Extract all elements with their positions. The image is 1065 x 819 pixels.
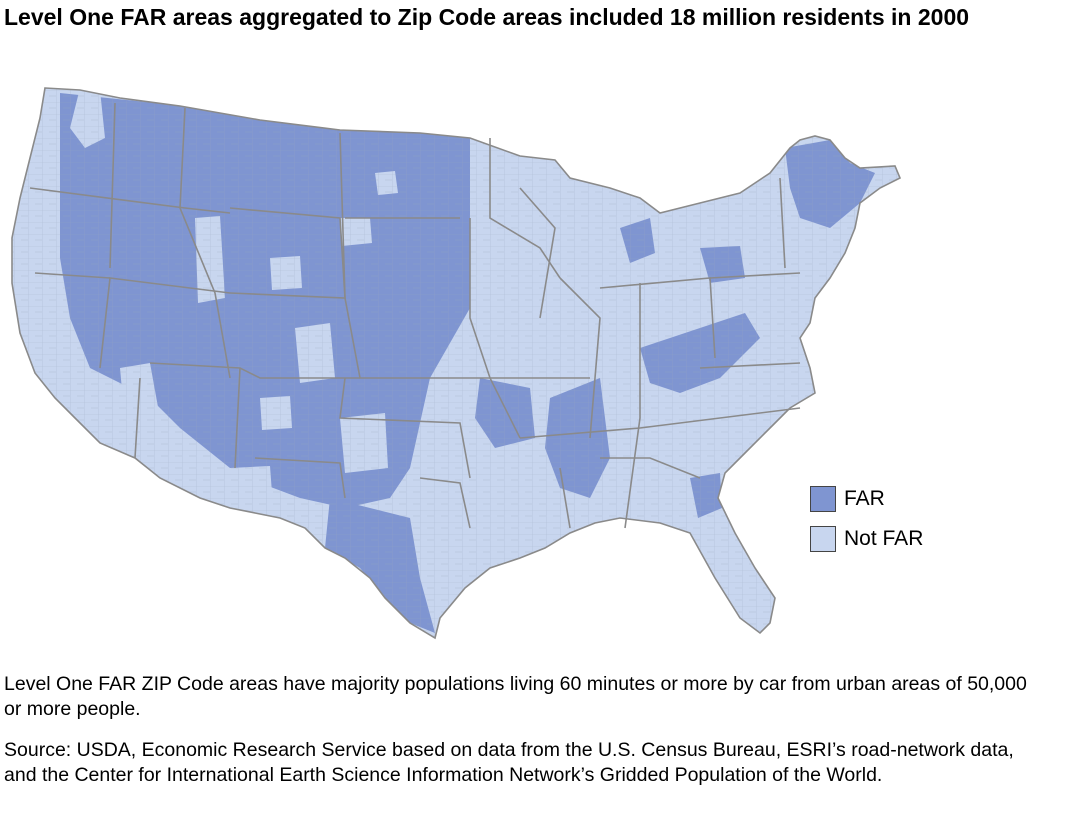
legend-item-not-far: Not FAR [810,526,923,552]
legend-label-not-far: Not FAR [844,527,924,550]
map-legend: FAR Not FAR [810,486,923,566]
source-note: Source: USDA, Economic Research Service … [4,739,1014,786]
us-zip-far-map [11,87,901,639]
legend-item-far: FAR [810,486,923,512]
legend-swatch-far [810,486,836,512]
legend-label-far: FAR [844,487,885,510]
map-fill-layer [12,88,900,638]
legend-swatch-not-far [810,526,836,552]
map-note: Level One FAR ZIP Code areas have majori… [4,673,1027,720]
state-boundaries [11,87,901,639]
map-title: Level One FAR areas aggregated to Zip Co… [4,4,970,30]
